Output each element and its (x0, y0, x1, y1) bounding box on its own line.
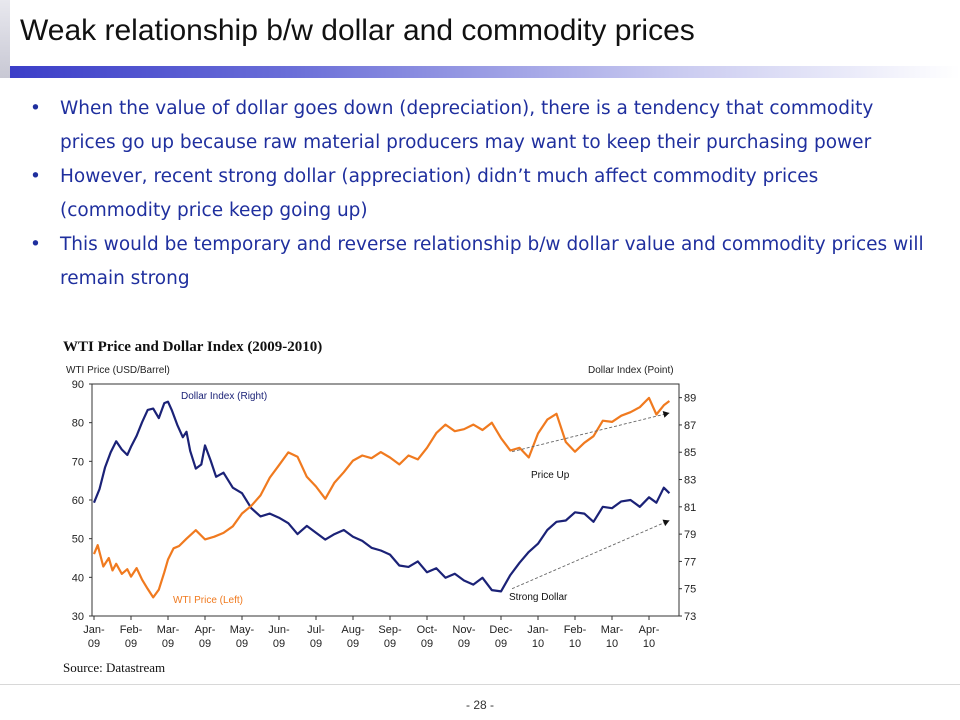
x-tick-label: Apr- (639, 624, 660, 636)
x-tick-label: 09 (347, 638, 359, 650)
right-tick-label: 83 (684, 475, 696, 487)
right-tick-label: 89 (684, 393, 696, 405)
x-tick-label: Feb- (120, 624, 143, 636)
annotation-price-up: Price Up (531, 470, 570, 481)
x-tick-label: Jan- (527, 624, 549, 636)
bullet-list: • When the value of dollar goes down (de… (28, 92, 928, 296)
x-tick-label: Aug- (341, 624, 365, 636)
x-tick-label: 09 (384, 638, 396, 650)
x-tick-label: 10 (532, 638, 544, 650)
bullet-marker: • (30, 98, 41, 119)
left-axis-label: WTI Price (USD/Barrel) (66, 365, 170, 376)
slide-title: Weak relationship b/w dollar and commodi… (20, 14, 695, 47)
right-tick-label: 79 (684, 529, 696, 541)
bullet-item: • This would be temporary and reverse re… (28, 228, 928, 296)
trend-arrow-line (511, 520, 670, 590)
bullet-text: This would be temporary and reverse rela… (60, 234, 924, 289)
x-tick-label: Apr- (195, 624, 216, 636)
x-tick-label: 09 (88, 638, 100, 650)
trend-arrow-head (662, 519, 670, 527)
x-tick-label: Oct- (417, 624, 438, 636)
left-tick-label: 70 (72, 456, 84, 468)
page-number: - 28 - (465, 698, 494, 712)
wti-price-line (92, 396, 671, 599)
x-tick-label: Mar- (157, 624, 180, 636)
footer-divider (0, 684, 960, 685)
right-tick-label: 77 (684, 556, 696, 568)
x-tick-label: 10 (643, 638, 655, 650)
left-tick-label: 30 (72, 611, 84, 623)
x-tick-label: Dec- (489, 624, 513, 636)
x-tick-label: Mar- (601, 624, 624, 636)
x-tick-label: 10 (569, 638, 581, 650)
title-accent-bar (0, 0, 10, 78)
right-tick-label: 75 (684, 584, 696, 596)
left-tick-label: 40 (72, 572, 84, 584)
x-tick-label: May- (230, 624, 255, 636)
x-tick-label: 09 (125, 638, 137, 650)
bullet-text: When the value of dollar goes down (depr… (60, 98, 874, 153)
left-tick-label: 50 (72, 534, 84, 546)
x-tick-label: 09 (495, 638, 507, 650)
title-underline (10, 66, 960, 78)
x-tick-label: Sep- (378, 624, 402, 636)
series-lines (92, 396, 671, 599)
right-tick-label: 87 (684, 420, 696, 432)
x-tick-label: 09 (162, 638, 174, 650)
trend-arrow-line (511, 412, 670, 453)
bullet-item: • However, recent strong dollar (appreci… (28, 160, 928, 228)
chart-title: WTI Price and Dollar Index (2009-2010) (63, 339, 323, 355)
dollar-index-line (92, 400, 671, 593)
right-axis-label: Dollar Index (Point) (588, 365, 674, 376)
right-tick-label: 73 (684, 611, 696, 623)
right-tick-label: 85 (684, 447, 696, 459)
bullet-marker: • (30, 234, 41, 255)
legend-wti-price: WTI Price (Left) (173, 595, 243, 606)
left-tick-label: 80 (72, 418, 84, 430)
bullet-text: However, recent strong dollar (appreciat… (60, 166, 819, 221)
axis-ticks: 30 40 50 60 70 80 90 73 75 77 79 81 83 85 87 89 Jan- 09 Fe… (72, 379, 697, 650)
x-tick-label: Feb- (564, 624, 587, 636)
annotation-strong-dollar: Strong Dollar (509, 592, 568, 603)
x-tick-label: 09 (310, 638, 322, 650)
left-tick-label: 60 (72, 495, 84, 507)
x-tick-label: Nov- (452, 624, 476, 636)
left-tick-label: 90 (72, 379, 84, 391)
bullet-item: • When the value of dollar goes down (de… (28, 92, 928, 160)
x-tick-label: 09 (236, 638, 248, 650)
legend-dollar-index: Dollar Index (Right) (181, 391, 267, 402)
x-tick-label: Jan- (83, 624, 105, 636)
x-tick-label: Jul- (307, 624, 325, 636)
x-tick-label: 09 (458, 638, 470, 650)
x-tick-label: 09 (421, 638, 433, 650)
trend-arrow-head (662, 411, 670, 418)
source-note: Source: Datastream (63, 660, 166, 675)
plot-frame (91, 383, 680, 617)
trend-arrows (511, 411, 670, 590)
bullet-marker: • (30, 166, 41, 187)
x-tick-label: Jun- (268, 624, 290, 636)
x-tick-label: 10 (606, 638, 618, 650)
right-tick-label: 81 (684, 502, 696, 514)
x-tick-label: 09 (273, 638, 285, 650)
x-tick-label: 09 (199, 638, 211, 650)
